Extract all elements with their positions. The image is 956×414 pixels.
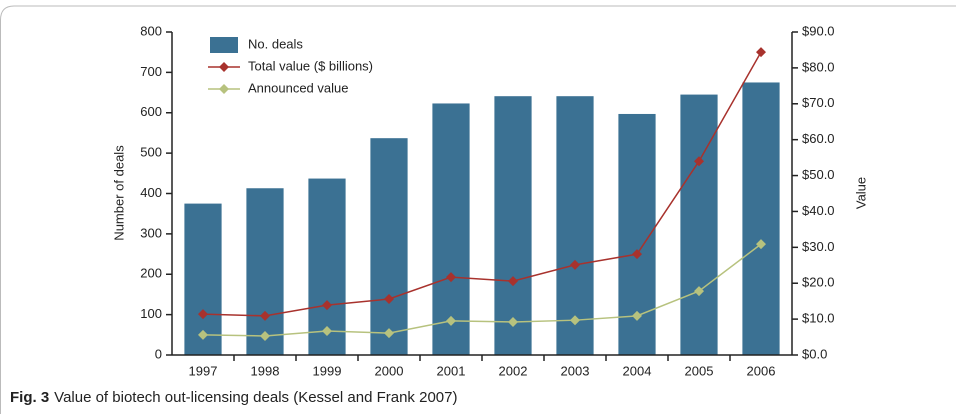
bar: [308, 178, 346, 355]
bar: [742, 82, 780, 355]
line-marker: [694, 286, 704, 297]
line: [202, 243, 762, 337]
line-marker: [260, 330, 270, 341]
y2-tick-label: $30.0: [802, 239, 835, 254]
x-tick-label: 2002: [499, 363, 528, 378]
line-marker: [570, 315, 580, 326]
x-tick-label: 2004: [623, 363, 652, 378]
line-marker: [260, 310, 270, 321]
x-tick-label: 2005: [685, 363, 714, 378]
x-tick-label: 1999: [313, 363, 342, 378]
bar: [184, 203, 222, 355]
y-tick-label: 200: [140, 266, 162, 281]
legend-label: No. deals: [248, 36, 303, 51]
line-marker: [508, 316, 518, 327]
line-marker: [384, 328, 394, 339]
bar: [556, 96, 594, 355]
line-marker: [632, 249, 642, 260]
legend-marker: [219, 62, 229, 72]
caption: Fig. 3 Value of biotech out-licensing dea…: [10, 389, 457, 406]
y2-axis-label: Value: [853, 177, 868, 209]
y2-tick-label: $10.0: [802, 311, 835, 326]
x-tick-label: 1997: [189, 363, 218, 378]
y2-tick-label: $0.0: [802, 346, 827, 361]
line-marker: [570, 259, 580, 270]
y-tick-label: 300: [140, 225, 162, 240]
y2-tick-label: $40.0: [802, 203, 835, 218]
line-marker: [446, 272, 456, 283]
line-marker: [446, 315, 456, 326]
y2-tick-label: $50.0: [802, 167, 835, 182]
bar: [680, 94, 718, 356]
line-marker: [322, 300, 332, 311]
x-tick-label: 2000: [375, 363, 404, 378]
x-tick-label: 2001: [437, 363, 466, 378]
y2-tick-label: $70.0: [802, 95, 835, 110]
y-tick-label: 400: [140, 185, 162, 200]
y2-tick-label: $90.0: [802, 23, 835, 38]
frame: [0, 5, 956, 414]
y-tick-label: 500: [140, 145, 162, 160]
y2-tick-label: $80.0: [802, 59, 835, 74]
y-tick-label: 800: [140, 23, 162, 38]
line-marker: [756, 47, 766, 58]
x-tick-label: 2006: [747, 363, 776, 378]
y-tick-label: 600: [140, 104, 162, 119]
line-marker: [322, 325, 332, 336]
line-marker: [198, 329, 208, 340]
y-axis-label: Number of deals: [111, 145, 126, 241]
bar: [370, 138, 408, 355]
legend-label: Total value ($ billions): [248, 58, 373, 73]
legend-marker: [219, 84, 229, 94]
caption-text: Value of biotech out-licensing deals (Ke…: [54, 389, 457, 406]
bar: [246, 188, 284, 355]
bar: [494, 96, 532, 355]
line-marker: [632, 310, 642, 321]
y2-tick-label: $60.0: [802, 131, 835, 146]
y-tick-label: 0: [155, 346, 162, 361]
legend-label: Announced value: [248, 80, 348, 95]
line-marker: [198, 309, 208, 320]
legend-swatch: [210, 37, 238, 53]
caption-label: Fig. 3: [10, 389, 49, 406]
line: [202, 51, 762, 317]
bar: [432, 103, 470, 356]
y-tick-label: 700: [140, 64, 162, 79]
y-tick-label: 100: [140, 306, 162, 321]
x-tick-label: 2003: [561, 363, 590, 378]
line-marker: [694, 156, 704, 167]
line-marker: [508, 276, 518, 287]
y2-tick-label: $20.0: [802, 275, 835, 290]
x-tick-label: 1998: [251, 363, 280, 378]
line-marker: [384, 294, 394, 305]
line-marker: [756, 239, 766, 250]
